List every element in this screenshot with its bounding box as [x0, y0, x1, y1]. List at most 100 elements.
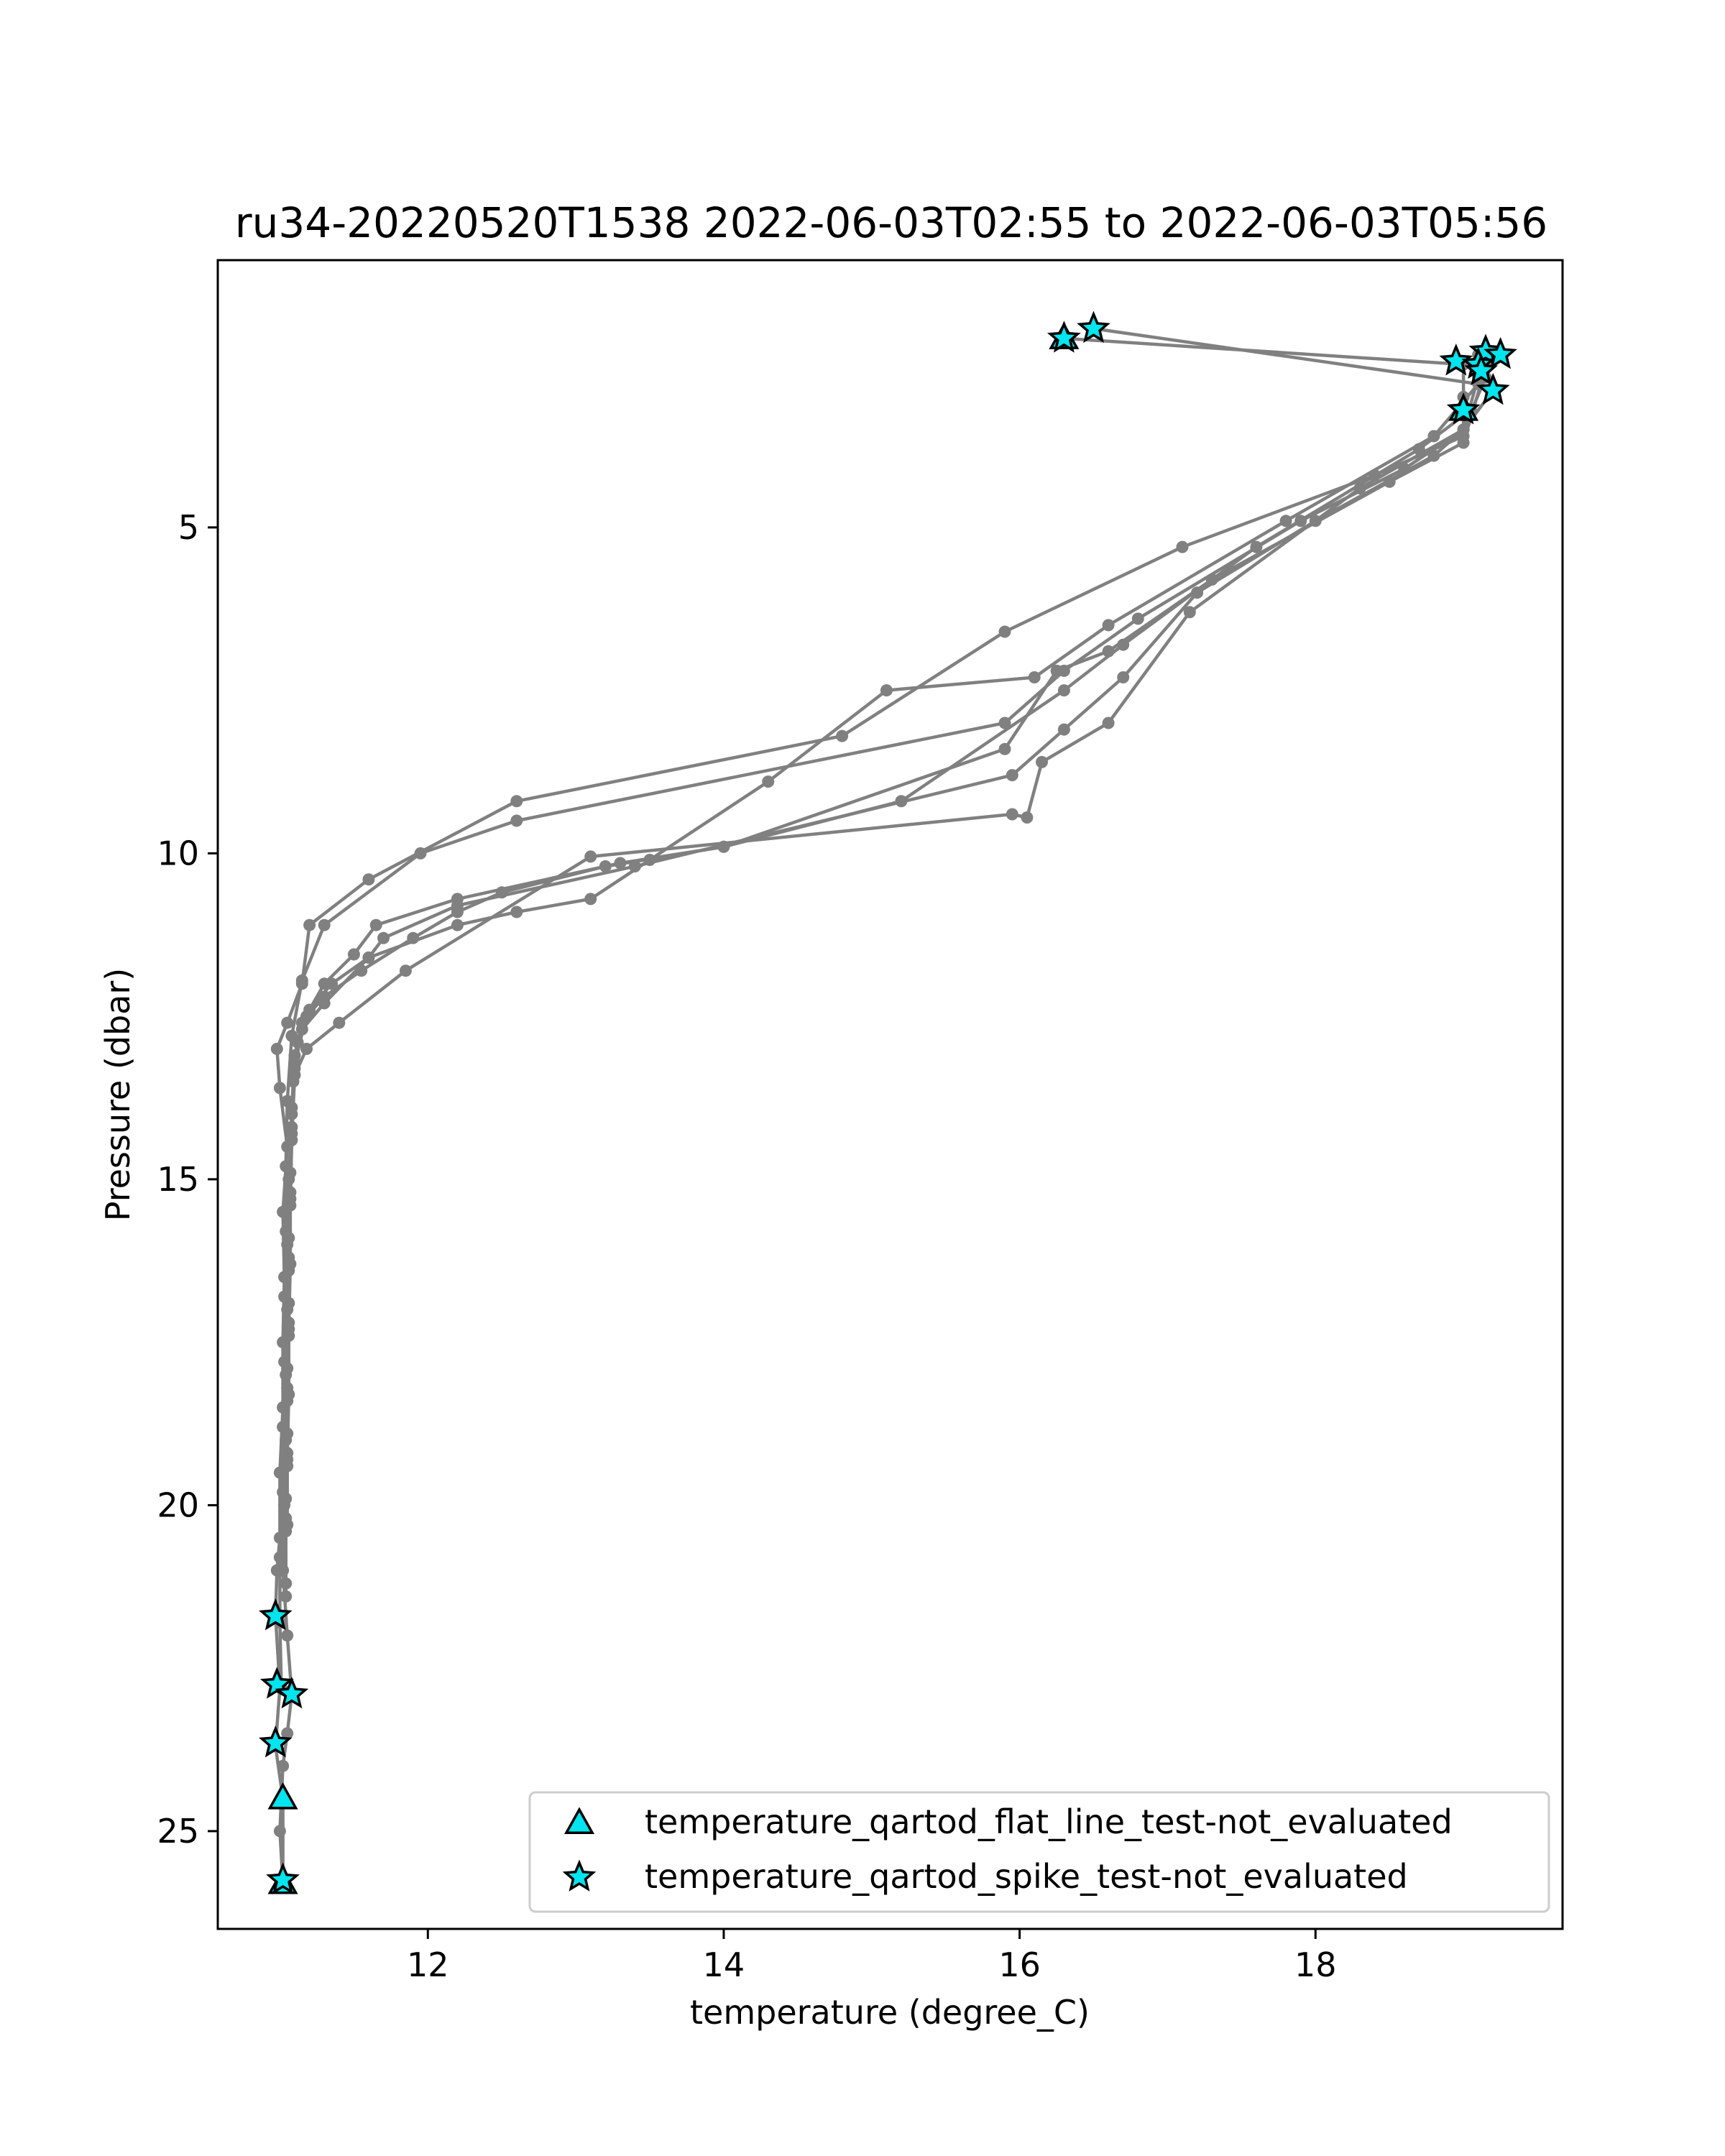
profile-point: [762, 775, 775, 788]
profile-point: [1006, 769, 1018, 782]
legend-label-spike: temperature_qartod_spike_test-not_evalua…: [645, 1857, 1408, 1896]
spike-test-marker: [258, 1725, 293, 1758]
profile-point: [273, 1082, 286, 1095]
profile-point: [369, 918, 382, 931]
profile-point: [1117, 671, 1130, 683]
legend-symbols: [562, 1807, 597, 1892]
x-tick-label: 14: [703, 1945, 745, 1984]
profile-point: [1057, 723, 1070, 736]
profile-point: [281, 1727, 294, 1740]
spike-test-marker: [266, 1862, 300, 1894]
plot-area-frame: [216, 259, 1564, 1930]
profile-point: [451, 918, 464, 931]
legend-frame: [528, 1791, 1550, 1913]
profile-point: [318, 977, 331, 990]
spike-test-marker: [1439, 344, 1473, 376]
profile-point: [318, 918, 331, 931]
x-tick-label: 16: [998, 1945, 1041, 1984]
profile-point: [1250, 540, 1263, 553]
spike-test-marker: [1464, 353, 1499, 386]
profile-point: [270, 1043, 283, 1055]
profile-point: [1176, 540, 1189, 553]
y-axis-label: Pressure (dbar): [98, 968, 137, 1221]
profile-point: [1383, 475, 1396, 488]
profile-point: [614, 857, 627, 870]
x-tick-label: 18: [1294, 1945, 1337, 1984]
profile-point: [880, 684, 893, 697]
legend-triangle-icon: [564, 1807, 595, 1835]
profile-point: [1457, 436, 1470, 449]
profile-point: [282, 1264, 295, 1277]
profile-point: [1205, 573, 1218, 586]
profile-point: [288, 1069, 301, 1082]
temperature-profile-lines: [269, 322, 1499, 1889]
y-tick-label: 15: [157, 1160, 199, 1199]
profile-point: [1183, 606, 1196, 619]
profile-point: [510, 795, 523, 808]
spike-test-marker: [1446, 392, 1481, 425]
profile-line-2: [278, 326, 1480, 1884]
profile-point: [414, 847, 427, 860]
profile-point: [584, 893, 597, 906]
profile-point: [1036, 755, 1048, 768]
profile-point: [1279, 515, 1292, 528]
chart-title: ru34-20220520T1538 2022-06-03T02:55 to 2…: [235, 198, 1547, 247]
profile-point: [628, 860, 641, 872]
profile-point: [510, 906, 523, 918]
x-axis-label: temperature (degree_C): [690, 1993, 1090, 2032]
legend-star-icon: [562, 1859, 597, 1892]
profile-point: [300, 1043, 313, 1055]
profile-line-1: [274, 336, 1466, 1884]
qartod-markers: [258, 310, 1517, 1894]
profile-point: [362, 952, 375, 964]
spike-test-marker: [1476, 372, 1510, 405]
profile-point: [285, 1134, 298, 1146]
profile-point: [273, 1825, 286, 1838]
profile-point: [282, 1330, 295, 1342]
profile-line-7: [284, 390, 1495, 1597]
y-axis-ticks: 5 10 15 20 25: [157, 508, 218, 1851]
profile-point: [1050, 664, 1063, 677]
profile-point: [451, 893, 464, 906]
y-tick-label: 5: [178, 508, 199, 547]
profile-point: [1102, 717, 1115, 729]
profile-point: [998, 742, 1011, 755]
profile-point: [280, 1590, 293, 1603]
profile-point: [1457, 423, 1470, 436]
profile-point: [277, 1759, 290, 1772]
spike-test-marker: [258, 1598, 293, 1631]
profile-point: [584, 850, 597, 863]
profile-point: [1353, 482, 1366, 494]
profile-point: [1021, 811, 1034, 824]
profile-point: [407, 931, 420, 944]
profile-point: [273, 1551, 286, 1564]
profile-point: [347, 948, 360, 961]
profile-point: [281, 1394, 294, 1407]
profile-point: [281, 1629, 294, 1642]
x-axis-ticks: 12 14 16 18: [407, 1929, 1337, 1984]
profile-point: [295, 974, 308, 987]
legend: temperature_qartod_flat_line_test-not_ev…: [528, 1791, 1550, 1913]
flat-line-test-marker: [267, 1782, 298, 1810]
profile-point: [1028, 671, 1041, 683]
profile-point: [281, 1460, 294, 1473]
profile-point: [1102, 645, 1115, 658]
spike-test-marker: [1077, 310, 1110, 344]
profile-point: [333, 1016, 346, 1029]
y-tick-label: 10: [157, 834, 199, 872]
profile-point: [998, 625, 1011, 638]
profile-point: [1102, 619, 1115, 632]
profile-point: [303, 918, 316, 931]
profile-point: [288, 1049, 301, 1062]
profile-line-5: [285, 357, 1495, 1525]
profile-line-4: [284, 396, 1473, 1584]
y-tick-label: 20: [157, 1485, 199, 1524]
spike-test-marker: [275, 1676, 309, 1709]
spike-test-marker: [1046, 321, 1081, 353]
profile-point: [377, 931, 390, 944]
profile-point: [998, 717, 1011, 729]
profile-point: [280, 1525, 293, 1538]
profile-line-3: [278, 350, 1495, 1688]
profile-point: [510, 814, 523, 827]
